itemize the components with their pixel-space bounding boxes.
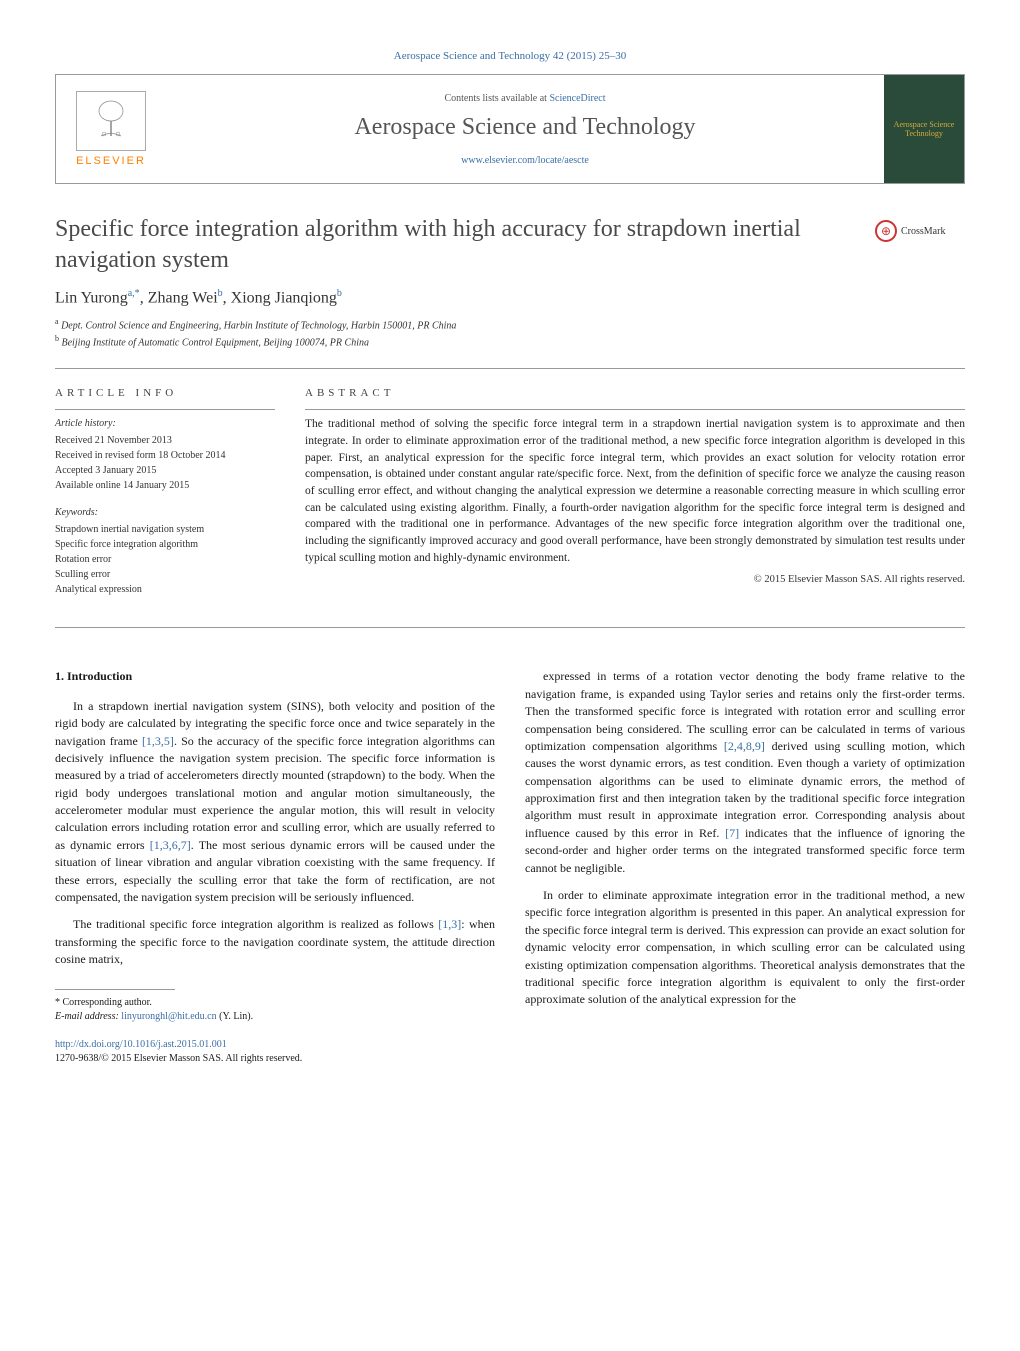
abstract-rule — [305, 409, 965, 410]
keyword: Analytical expression — [55, 582, 275, 597]
rule-top — [55, 368, 965, 369]
journal-name: Aerospace Science and Technology — [166, 114, 884, 141]
elsevier-logo[interactable]: ELSEVIER — [56, 75, 166, 183]
crossmark-badge[interactable]: ⊕ CrossMark — [875, 220, 965, 242]
citation[interactable]: [2,4,8,9] — [724, 739, 765, 753]
issn-line: 1270-9638/© 2015 Elsevier Masson SAS. Al… — [55, 1053, 302, 1064]
history-line: Received in revised form 18 October 2014 — [55, 448, 275, 463]
crossmark-label: CrossMark — [901, 226, 945, 237]
journal-url[interactable]: www.elsevier.com/locate/aescte — [166, 155, 884, 166]
cover-text: Aerospace Science Technology — [888, 120, 960, 138]
doi-link[interactable]: http://dx.doi.org/10.1016/j.ast.2015.01.… — [55, 1039, 227, 1050]
footnotes: * Corresponding author. E-mail address: … — [55, 996, 495, 1024]
body-col-right: expressed in terms of a rotation vector … — [525, 668, 965, 1065]
history-line: Available online 14 January 2015 — [55, 478, 275, 493]
elsevier-tree-icon — [76, 91, 146, 151]
sciencedirect-link[interactable]: ScienceDirect — [549, 93, 605, 104]
history-line: Received 21 November 2013 — [55, 433, 275, 448]
bottom-links: http://dx.doi.org/10.1016/j.ast.2015.01.… — [55, 1038, 495, 1066]
corresponding-author: * Corresponding author. — [55, 996, 495, 1010]
article-title: Specific force integration algorithm wit… — [55, 214, 855, 276]
article-info-heading: ARTICLE INFO — [55, 387, 275, 399]
body-paragraph: In order to eliminate approximate integr… — [525, 887, 965, 1009]
body-paragraph: expressed in terms of a rotation vector … — [525, 668, 965, 877]
abstract-heading: ABSTRACT — [305, 387, 965, 399]
crossmark-icon: ⊕ — [875, 220, 897, 242]
abstract-text: The traditional method of solving the sp… — [305, 416, 965, 566]
info-rule — [55, 409, 275, 410]
keywords-block: Keywords: Strapdown inertial navigation … — [55, 505, 275, 597]
author-email[interactable]: linyuronghl@hit.edu.cn — [121, 1011, 216, 1022]
article-info-panel: ARTICLE INFO Article history: Received 2… — [55, 387, 275, 609]
history-line: Accepted 3 January 2015 — [55, 463, 275, 478]
header-center: Contents lists available at ScienceDirec… — [166, 93, 884, 166]
citation[interactable]: [1,3] — [438, 917, 461, 931]
footnote-separator — [55, 989, 175, 990]
authors: Lin Yuronga,*, Zhang Weib, Xiong Jianqio… — [55, 288, 965, 307]
contents-line: Contents lists available at ScienceDirec… — [166, 93, 884, 104]
article-history: Article history: Received 21 November 20… — [55, 416, 275, 493]
abstract-panel: ABSTRACT The traditional method of solvi… — [305, 387, 965, 609]
affiliations: a Dept. Control Science and Engineering,… — [55, 316, 965, 351]
journal-cover-thumb: Aerospace Science Technology — [884, 75, 964, 183]
citation[interactable]: [7] — [725, 826, 739, 840]
keyword: Strapdown inertial navigation system — [55, 522, 275, 537]
body-paragraph: The traditional specific force integrati… — [55, 916, 495, 968]
email-line: E-mail address: linyuronghl@hit.edu.cn (… — [55, 1010, 495, 1024]
rule-bottom — [55, 627, 965, 628]
citation[interactable]: [1,3,6,7] — [150, 838, 191, 852]
keyword: Rotation error — [55, 552, 275, 567]
body-col-left: 1. Introduction In a strapdown inertial … — [55, 668, 495, 1065]
body-paragraph: In a strapdown inertial navigation syste… — [55, 698, 495, 907]
keyword: Sculling error — [55, 567, 275, 582]
elsevier-wordmark: ELSEVIER — [76, 155, 146, 167]
email-suffix: (Y. Lin). — [219, 1011, 253, 1022]
citation[interactable]: [1,3,5] — [142, 734, 174, 748]
keyword: Specific force integration algorithm — [55, 537, 275, 552]
abstract-copyright: © 2015 Elsevier Masson SAS. All rights r… — [305, 574, 965, 585]
section-1-heading: 1. Introduction — [55, 668, 495, 685]
history-label: Article history: — [55, 416, 275, 431]
keywords-label: Keywords: — [55, 505, 275, 520]
email-label: E-mail address: — [55, 1011, 119, 1022]
body-columns: 1. Introduction In a strapdown inertial … — [55, 668, 965, 1065]
contents-prefix: Contents lists available at — [444, 93, 549, 104]
journal-header: ELSEVIER Contents lists available at Sci… — [55, 74, 965, 184]
top-citation[interactable]: Aerospace Science and Technology 42 (201… — [55, 50, 965, 62]
